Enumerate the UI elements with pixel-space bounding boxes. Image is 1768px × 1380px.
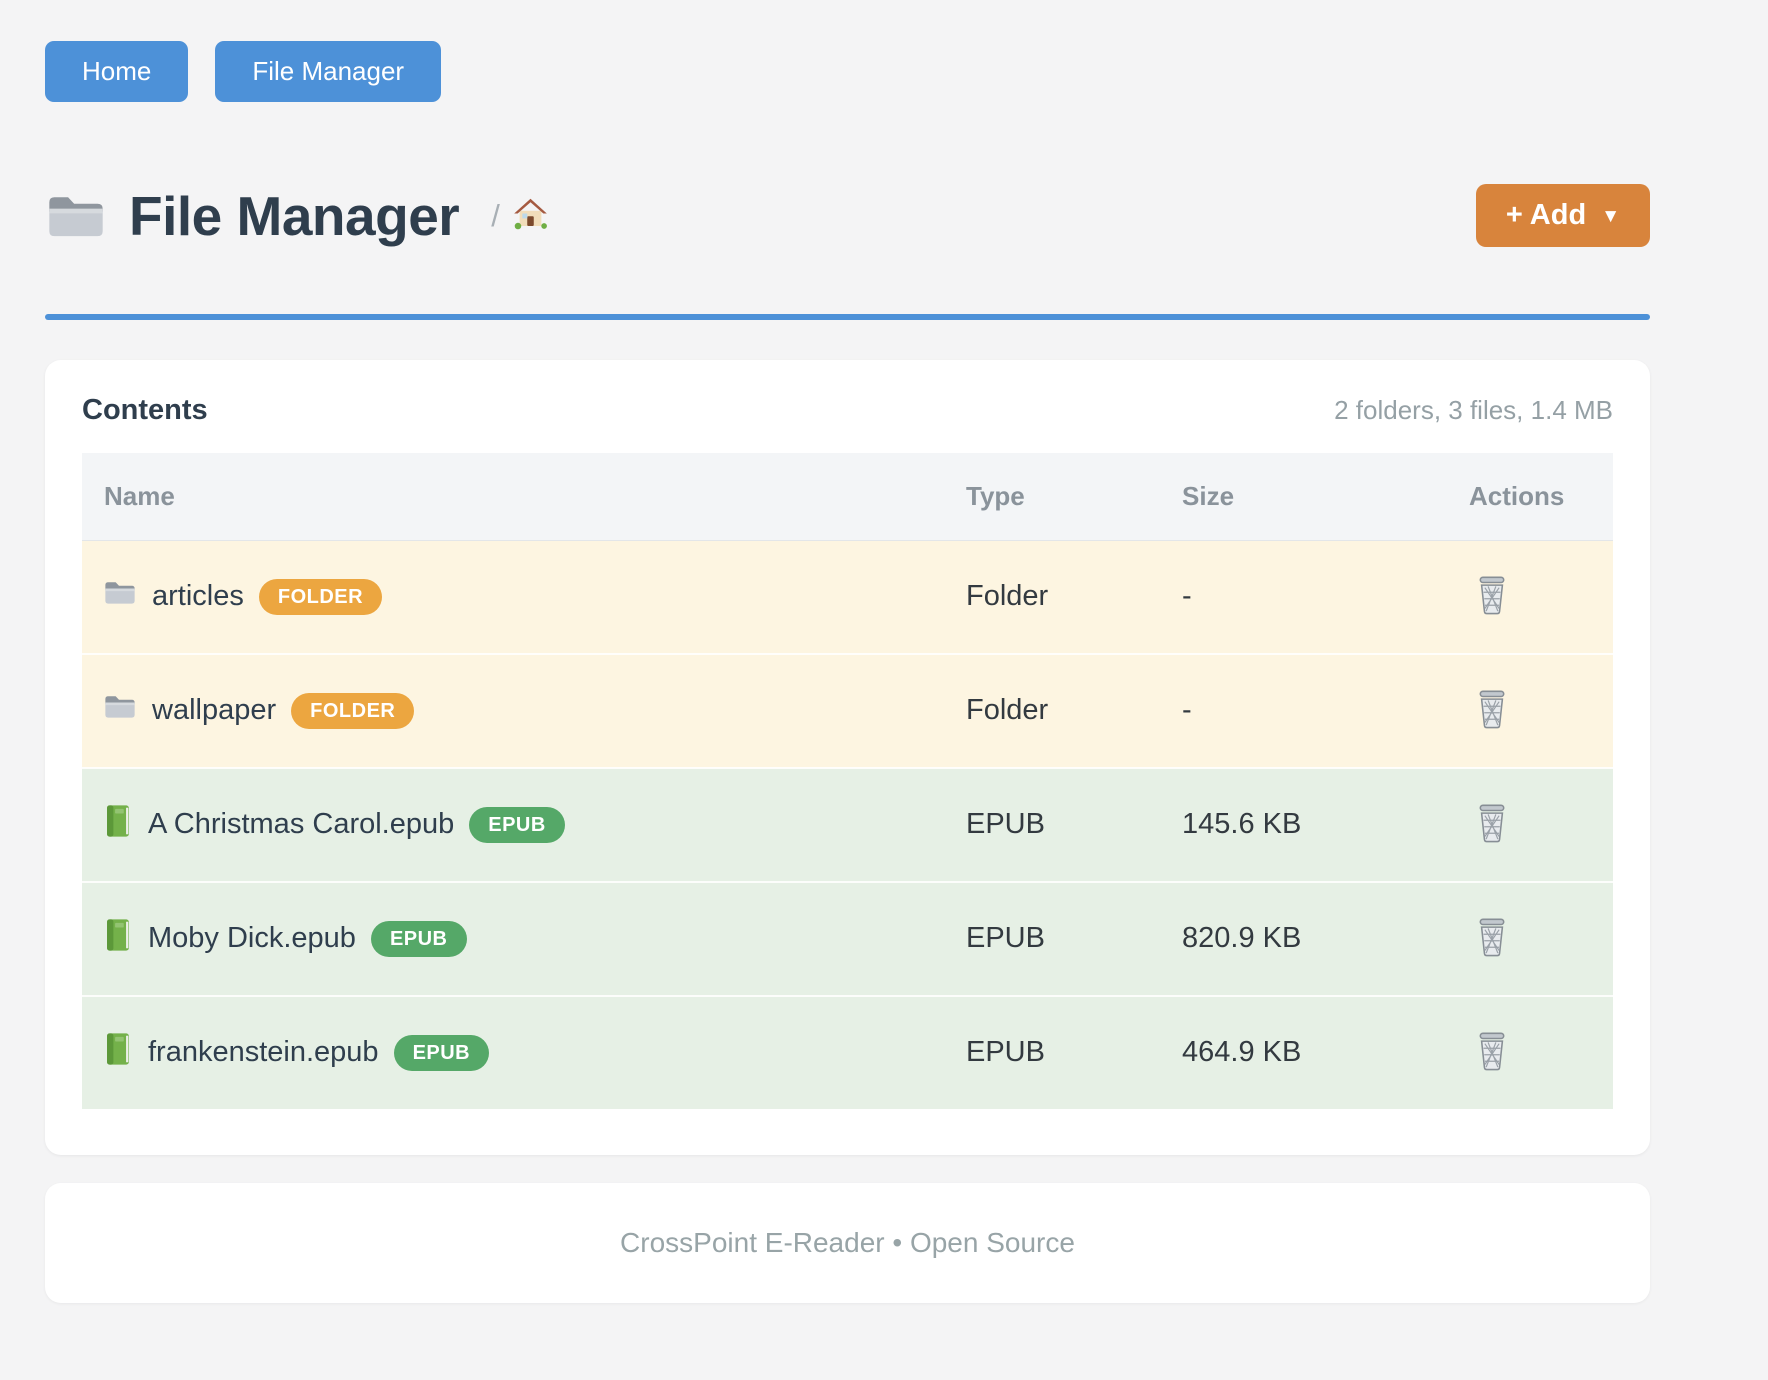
item-size: 820.9 KB [1182,882,1461,996]
column-header-type: Type [966,453,1182,541]
table-row: wallpaper FOLDER Folder - [82,654,1613,768]
table-row: Moby Dick.epub EPUB EPUB 820.9 KB [82,882,1613,996]
delete-button[interactable] [1461,918,1509,960]
file-link-frankenstein[interactable]: frankenstein.epub EPUB [82,1031,966,1075]
folder-badge: FOLDER [291,693,414,729]
contents-card: Contents 2 folders, 3 files, 1.4 MB Name… [45,360,1650,1155]
item-name: articles [152,580,244,613]
contents-title: Contents [82,394,208,427]
item-size: 145.6 KB [1182,768,1461,882]
item-type: EPUB [966,768,1182,882]
trash-icon [1475,576,1509,618]
footer: CrossPoint E-Reader • Open Source [45,1183,1650,1303]
breadcrumb: / [491,196,549,236]
trash-icon [1475,1032,1509,1074]
book-icon [103,917,133,961]
home-icon[interactable] [512,196,549,236]
trash-icon [1475,690,1509,732]
table-header-row: Name Type Size Actions [82,453,1613,541]
contents-card-header: Contents 2 folders, 3 files, 1.4 MB [82,394,1613,427]
delete-button[interactable] [1461,690,1509,732]
book-icon [103,803,133,847]
delete-button[interactable] [1461,1032,1509,1074]
page-header: File Manager / + Add ▼ [45,174,1650,258]
footer-text: CrossPoint E-Reader • Open Source [620,1227,1075,1259]
item-size: - [1182,540,1461,654]
delete-button[interactable] [1461,576,1509,618]
table-row: frankenstein.epub EPUB EPUB 464.9 KB [82,996,1613,1109]
item-size: 464.9 KB [1182,996,1461,1109]
column-header-size: Size [1182,453,1461,541]
item-type: Folder [966,654,1182,768]
folder-icon [103,693,137,728]
home-button[interactable]: Home [45,41,188,102]
add-button[interactable]: + Add ▼ [1476,184,1650,247]
file-manager-page: Home File Manager File Manager / + Add ▼… [45,0,1650,1303]
column-header-name: Name [82,453,966,541]
trash-icon [1475,918,1509,960]
folder-link-articles[interactable]: articles FOLDER [82,579,966,615]
chevron-down-icon: ▼ [1601,207,1620,226]
epub-badge: EPUB [469,807,565,843]
breadcrumb-separator: / [491,198,500,234]
file-link-christmas-carol[interactable]: A Christmas Carol.epub EPUB [82,803,966,847]
item-name: A Christmas Carol.epub [148,808,454,841]
folder-badge: FOLDER [259,579,382,615]
folder-icon [103,579,137,614]
item-name: Moby Dick.epub [148,922,356,955]
file-manager-button[interactable]: File Manager [215,41,441,102]
file-link-moby-dick[interactable]: Moby Dick.epub EPUB [82,917,966,961]
epub-badge: EPUB [394,1035,490,1071]
item-type: Folder [966,540,1182,654]
contents-summary: 2 folders, 3 files, 1.4 MB [1334,395,1613,426]
book-icon [103,1031,133,1075]
table-row: A Christmas Carol.epub EPUB EPUB 145.6 K… [82,768,1613,882]
trash-icon [1475,804,1509,846]
folder-icon [45,191,107,241]
epub-badge: EPUB [371,921,467,957]
column-header-actions: Actions [1461,453,1613,541]
item-name: frankenstein.epub [148,1036,379,1069]
title-divider [45,314,1650,320]
folder-link-wallpaper[interactable]: wallpaper FOLDER [82,693,966,729]
add-button-label: + Add [1506,201,1586,230]
item-size: - [1182,654,1461,768]
item-type: EPUB [966,882,1182,996]
item-type: EPUB [966,996,1182,1109]
file-table: Name Type Size Actions articles FOLDER [82,453,1613,1109]
item-name: wallpaper [152,694,276,727]
page-title: File Manager [129,184,459,248]
top-nav: Home File Manager [45,41,1650,102]
table-row: articles FOLDER Folder - [82,540,1613,654]
delete-button[interactable] [1461,804,1509,846]
